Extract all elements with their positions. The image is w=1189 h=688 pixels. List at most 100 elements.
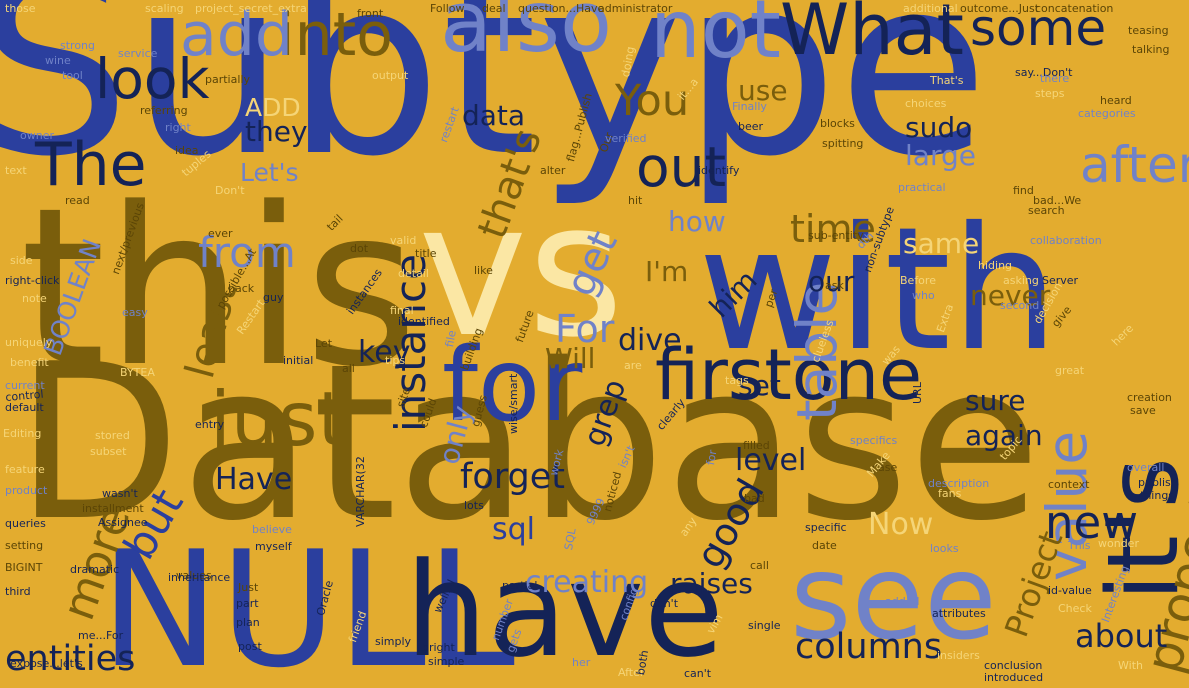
word-level: level xyxy=(735,443,807,478)
word-me-for: me...For xyxy=(78,629,124,642)
word-her: her xyxy=(572,656,591,669)
word-those: those xyxy=(5,2,36,15)
word-sql: SQL xyxy=(562,527,579,552)
word-identified: identified xyxy=(398,315,450,328)
word-finally: Finally xyxy=(732,100,767,113)
word-case: case xyxy=(872,461,898,474)
word-there: there xyxy=(1040,72,1070,85)
word-before: Before xyxy=(900,274,936,287)
word-verified: verified xyxy=(605,132,647,145)
word-things: things xyxy=(1140,489,1175,502)
word-alter: alter xyxy=(540,164,566,177)
word-url: URL xyxy=(911,382,924,405)
word-introduced: introduced xyxy=(984,671,1044,684)
word-now: Now xyxy=(868,507,934,542)
word-asking: asking xyxy=(1003,274,1039,287)
word-set: set xyxy=(738,369,781,402)
word-talking: talking xyxy=(1132,43,1170,56)
word-administrator: administrator xyxy=(598,2,673,15)
word-simple: simple xyxy=(428,655,465,668)
word-feature: feature xyxy=(5,463,45,476)
word-dot: dot xyxy=(350,242,369,255)
word-add: ADD xyxy=(245,93,301,122)
word-with: with xyxy=(698,191,1059,389)
word-date: date xyxy=(812,539,837,552)
word-stored: stored xyxy=(95,429,130,442)
word-hiding: hiding xyxy=(978,259,1013,272)
word-about: about xyxy=(1075,617,1168,655)
word-creating: creating xyxy=(525,565,649,600)
word-filled: filled xyxy=(743,439,770,452)
word-varchar-32: VARCHAR(32 xyxy=(354,456,367,528)
word-second: second xyxy=(1000,299,1040,312)
word-tips: tips xyxy=(385,354,406,367)
word-here: here xyxy=(1109,321,1137,349)
word-some: some xyxy=(970,0,1107,57)
word-myself: myself xyxy=(255,540,292,553)
word-for: for xyxy=(704,449,720,467)
word-for: For xyxy=(555,307,615,351)
word-sudo: sudo xyxy=(905,111,973,144)
word-you: You xyxy=(615,76,690,126)
word-note: note xyxy=(22,292,47,305)
word-editing: Editing xyxy=(3,427,42,440)
word-simply: simply xyxy=(375,635,412,648)
word-wine: wine xyxy=(45,54,71,67)
word-guy: guy xyxy=(263,291,284,304)
word-dramatic: dramatic xyxy=(70,563,120,576)
word-initial: initial xyxy=(283,354,314,367)
word-that-s: That's xyxy=(930,74,964,87)
word-are: are xyxy=(624,359,642,372)
word-specific: specific xyxy=(805,521,847,534)
word-single: single xyxy=(748,619,781,632)
word-ask: ask xyxy=(825,279,844,292)
word-after: After xyxy=(618,666,645,679)
word-concatenation: concatenation xyxy=(1035,2,1114,15)
word-file: file xyxy=(443,329,459,349)
word-use: use xyxy=(738,74,788,107)
word-wasn-t: wasn't xyxy=(102,487,138,500)
word-bad-we: bad...We xyxy=(1033,194,1082,207)
word-product: product xyxy=(5,484,48,497)
word-front: front xyxy=(357,7,384,20)
word-hit: hit xyxy=(628,194,643,207)
word-new: new xyxy=(1045,496,1139,549)
word-our: our xyxy=(808,265,855,298)
word-tags: tags xyxy=(725,374,749,387)
word-also: also xyxy=(440,0,612,72)
word-conclusion: conclusion xyxy=(984,659,1043,672)
word-valid: valid xyxy=(390,234,417,247)
word-entry: entry xyxy=(195,418,225,431)
word-will: Will xyxy=(545,342,596,375)
word-collaboration: collaboration xyxy=(1030,234,1102,247)
word-data: data xyxy=(462,99,526,132)
word-subtype: Subtype xyxy=(0,0,989,210)
word-specifics: specifics xyxy=(850,434,898,447)
word-final: final xyxy=(390,304,414,317)
word-project-secret-extra: project_secret_extra xyxy=(195,2,307,15)
word-like: like xyxy=(474,264,493,277)
word-all: all xyxy=(342,362,355,375)
word-right-click: right-click xyxy=(5,274,60,287)
word-check: Check xyxy=(1058,602,1092,615)
word-this: this xyxy=(20,162,418,415)
word-believe: believe xyxy=(252,523,292,536)
word-publish: publish xyxy=(1138,476,1178,489)
word-inheritance: inheritance xyxy=(168,571,231,584)
word-default: default xyxy=(5,401,44,414)
word-great: great xyxy=(1055,364,1085,377)
word-bad: bad xyxy=(744,492,765,505)
word-into: into xyxy=(278,0,393,70)
word-ever: ever xyxy=(208,227,233,240)
word-sql: sql xyxy=(492,512,536,547)
word-text: text xyxy=(5,164,27,177)
word-search: search xyxy=(1028,204,1065,217)
word-they: they xyxy=(245,115,308,148)
word-values: values xyxy=(176,569,212,582)
word-strong: strong xyxy=(60,39,96,52)
word-service: service xyxy=(118,47,158,60)
word-easy: easy xyxy=(122,306,148,319)
word-save: save xyxy=(1130,404,1156,417)
word-back: back xyxy=(228,282,255,295)
word-entities: entities xyxy=(5,639,136,679)
